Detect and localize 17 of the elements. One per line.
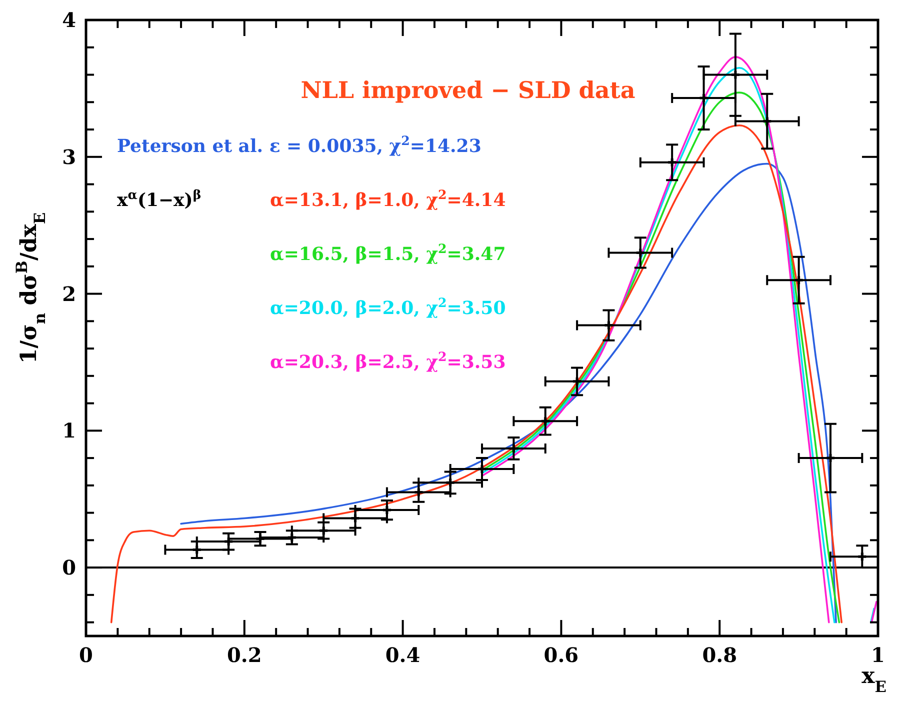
text: α=20.0, β=2.0, χ$^{2}$=3.50: [270, 294, 506, 319]
y-tick-label: 1: [62, 418, 76, 443]
y-tick-label: 0: [62, 556, 76, 580]
x-tick-label: 0.2: [227, 643, 262, 667]
x-tick-label: 0: [79, 643, 93, 667]
text: α=16.5, β=1.5, χ$^{2}$=3.47: [270, 240, 506, 265]
annotation: x$^{α}$(1−x)$^{β}$: [117, 186, 202, 211]
y-tick-label: 2: [62, 282, 76, 306]
text: α=20.3, β=2.5, χ$^{2}$=3.53: [270, 348, 506, 373]
x-tick-label: 0.4: [385, 643, 420, 667]
y-tick-label: 4: [62, 8, 76, 32]
text: α=13.1, β=1.0, χ$^{2}$=4.14: [270, 186, 506, 211]
text: Peterson et al. ε = 0.0035, χ$^{2}$=14.23: [117, 132, 482, 157]
x-tick-label: 0.6: [544, 643, 579, 667]
x-tick-label: 0.8: [702, 643, 737, 667]
y-tick-label: 3: [62, 144, 76, 169]
text: NLL improved − SLD data: [300, 77, 636, 104]
